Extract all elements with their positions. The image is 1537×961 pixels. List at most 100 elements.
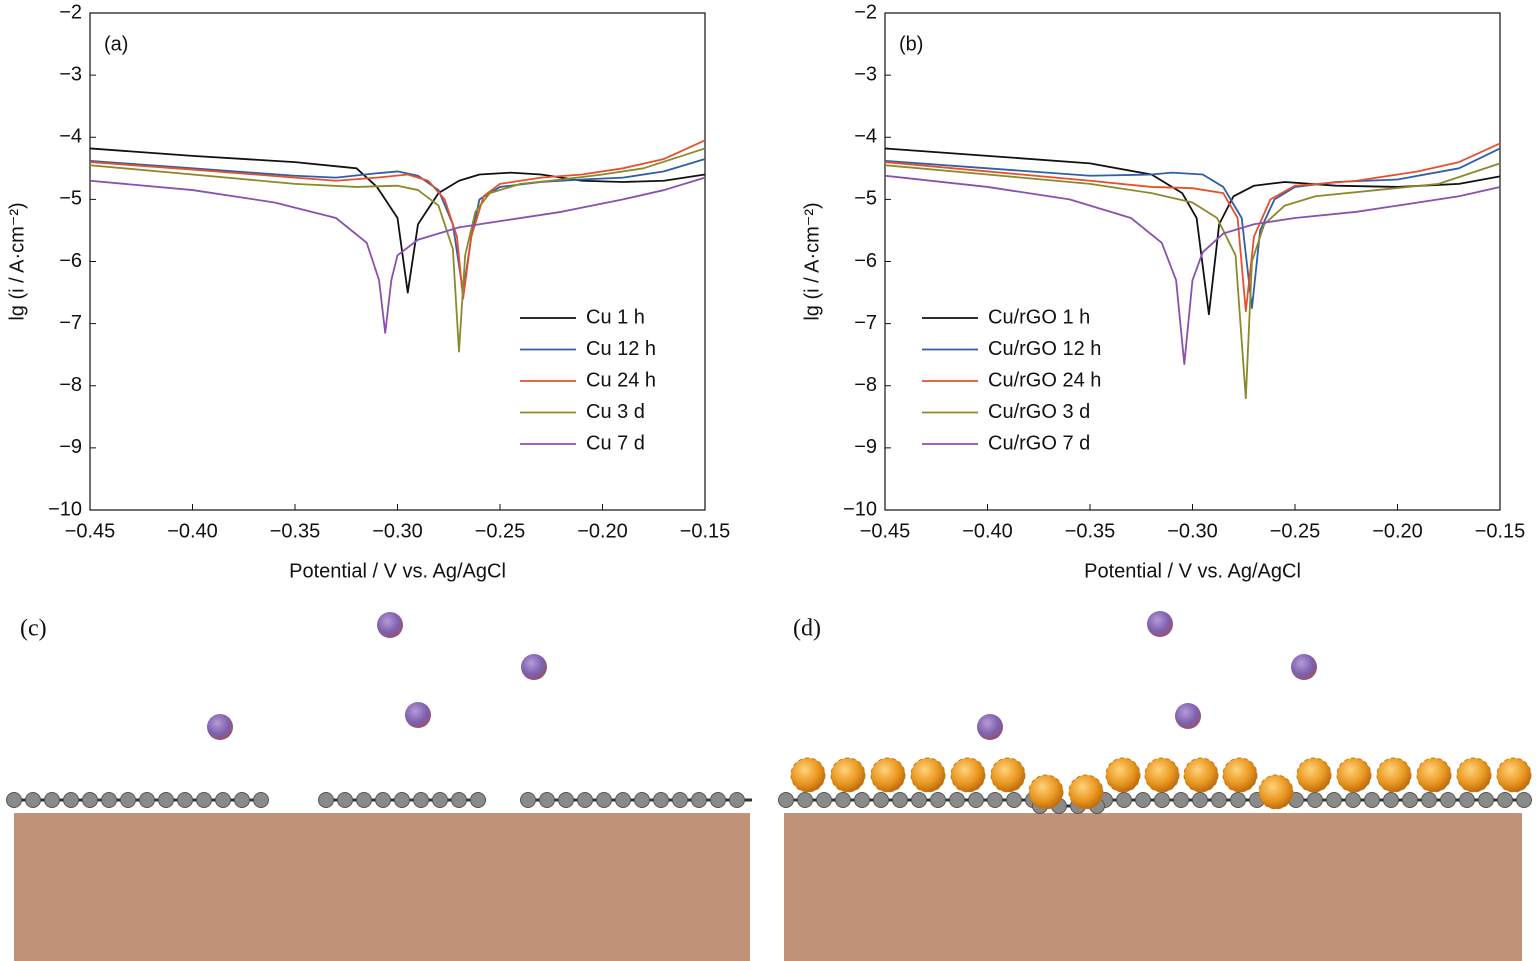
x-tick-label: −0.20 — [1372, 520, 1423, 542]
panel-label: (b) — [899, 33, 923, 55]
y-tick-label: −2 — [854, 1, 877, 23]
metal-ion — [1147, 611, 1173, 637]
graphene-atom — [1230, 792, 1246, 808]
data-line — [884, 147, 1501, 309]
y-tick-label: −6 — [59, 250, 82, 272]
y-tick-label: −10 — [843, 498, 877, 520]
graphene-atom — [873, 792, 889, 808]
data-line — [884, 147, 1501, 316]
data-line — [884, 162, 1501, 400]
y-tick-label: −8 — [59, 374, 82, 396]
graphene-atom — [577, 792, 593, 808]
graphene-atom — [337, 792, 353, 808]
panel-label: (d) — [793, 616, 821, 642]
inhibitor-particle — [1336, 757, 1372, 793]
y-tick-label: −7 — [59, 312, 82, 334]
data-line — [89, 147, 706, 353]
y-tick-label: −9 — [59, 436, 82, 458]
graphene-atom — [672, 792, 688, 808]
y-tick-label: −4 — [59, 126, 82, 148]
legend-label: Cu 1 h — [586, 306, 645, 328]
inhibitor-particle — [1258, 774, 1294, 810]
graphene-atom — [615, 792, 631, 808]
y-tick-label: −8 — [854, 374, 877, 396]
graphene-atom — [234, 792, 250, 808]
plot-frame — [884, 12, 1501, 511]
graphene-atom — [1192, 792, 1208, 808]
x-tick-label: −0.30 — [372, 520, 423, 542]
graphene-atom — [253, 792, 269, 808]
y-tick-label: −5 — [854, 188, 877, 210]
data-line — [89, 158, 706, 294]
schematic — [6, 611, 1532, 814]
metal-ion — [521, 654, 547, 680]
legend-label: Cu 3 d — [586, 401, 645, 423]
legend-label: Cu 24 h — [586, 369, 656, 391]
inhibitor-particle — [1144, 757, 1180, 793]
x-tick-label: −0.25 — [1270, 520, 1321, 542]
y-tick-label: −5 — [59, 188, 82, 210]
graphene-atom — [854, 792, 870, 808]
legend-label: Cu/rGO 3 d — [988, 401, 1090, 423]
x-tick-label: −0.35 — [1065, 520, 1116, 542]
inhibitor-particle — [1068, 774, 1104, 810]
metal-ion — [977, 714, 1003, 740]
x-tick-label: −0.15 — [1475, 520, 1526, 542]
y-tick-label: −9 — [854, 436, 877, 458]
legend-label: Cu 12 h — [586, 338, 656, 360]
graphene-atom — [691, 792, 707, 808]
inhibitor-particle — [1028, 774, 1064, 810]
graphene-atom — [835, 792, 851, 808]
graphene-atom — [1402, 792, 1418, 808]
graphene-atom — [318, 792, 334, 808]
y-tick-label: −7 — [854, 312, 877, 334]
graphene-atom — [1154, 792, 1170, 808]
graphene-atom — [1345, 792, 1361, 808]
graphene-atom — [539, 792, 555, 808]
inhibitor-particle — [790, 757, 826, 793]
graphene-atom — [1326, 792, 1342, 808]
metal-ion — [1291, 654, 1317, 680]
x-tick-label: −0.15 — [680, 520, 731, 542]
graphene-atom — [82, 792, 98, 808]
graphene-atom — [375, 792, 391, 808]
data-line — [884, 174, 1501, 365]
graphene-atom — [1478, 792, 1494, 808]
graphene-atom — [558, 792, 574, 808]
graphene-atom — [1211, 792, 1227, 808]
graphene-atom — [451, 792, 467, 808]
graphene-atom — [356, 792, 372, 808]
graphene-atom — [215, 792, 231, 808]
graphene-atom — [1421, 792, 1437, 808]
graphene-atom — [1116, 792, 1132, 808]
graphene-atom — [44, 792, 60, 808]
y-axis-title: lg (i / A·cm⁻²) — [801, 202, 823, 320]
graphene-atom — [63, 792, 79, 808]
y-axis-title: lg (i / A·cm⁻²) — [6, 202, 28, 320]
graphene-atom — [470, 792, 486, 808]
x-tick-label: −0.30 — [1167, 520, 1218, 542]
graphene-atom — [1497, 792, 1513, 808]
y-tick-label: −3 — [854, 63, 877, 85]
graphene-atom — [729, 792, 745, 808]
graphene-atom — [1516, 792, 1532, 808]
legend-label: Cu/rGO 1 h — [988, 306, 1090, 328]
inhibitor-particle — [1416, 757, 1452, 793]
data-line — [89, 139, 706, 300]
x-axis-title: Potential / V vs. Ag/AgCl — [1084, 560, 1301, 582]
metal-ion — [1175, 703, 1201, 729]
panel-label: (c) — [20, 616, 47, 642]
graphene-atom — [1307, 792, 1323, 808]
legend-label: Cu 7 d — [586, 432, 645, 454]
graphene-atom — [949, 792, 965, 808]
graphene-atom — [911, 792, 927, 808]
metal-ion — [405, 702, 431, 728]
graphene-atom — [520, 792, 536, 808]
graphene-atom — [1006, 792, 1022, 808]
graphene-atom — [120, 792, 136, 808]
graphene-atom — [968, 792, 984, 808]
inhibitor-particle — [1105, 757, 1141, 793]
graphene-atom — [139, 792, 155, 808]
graphene-atom — [394, 792, 410, 808]
